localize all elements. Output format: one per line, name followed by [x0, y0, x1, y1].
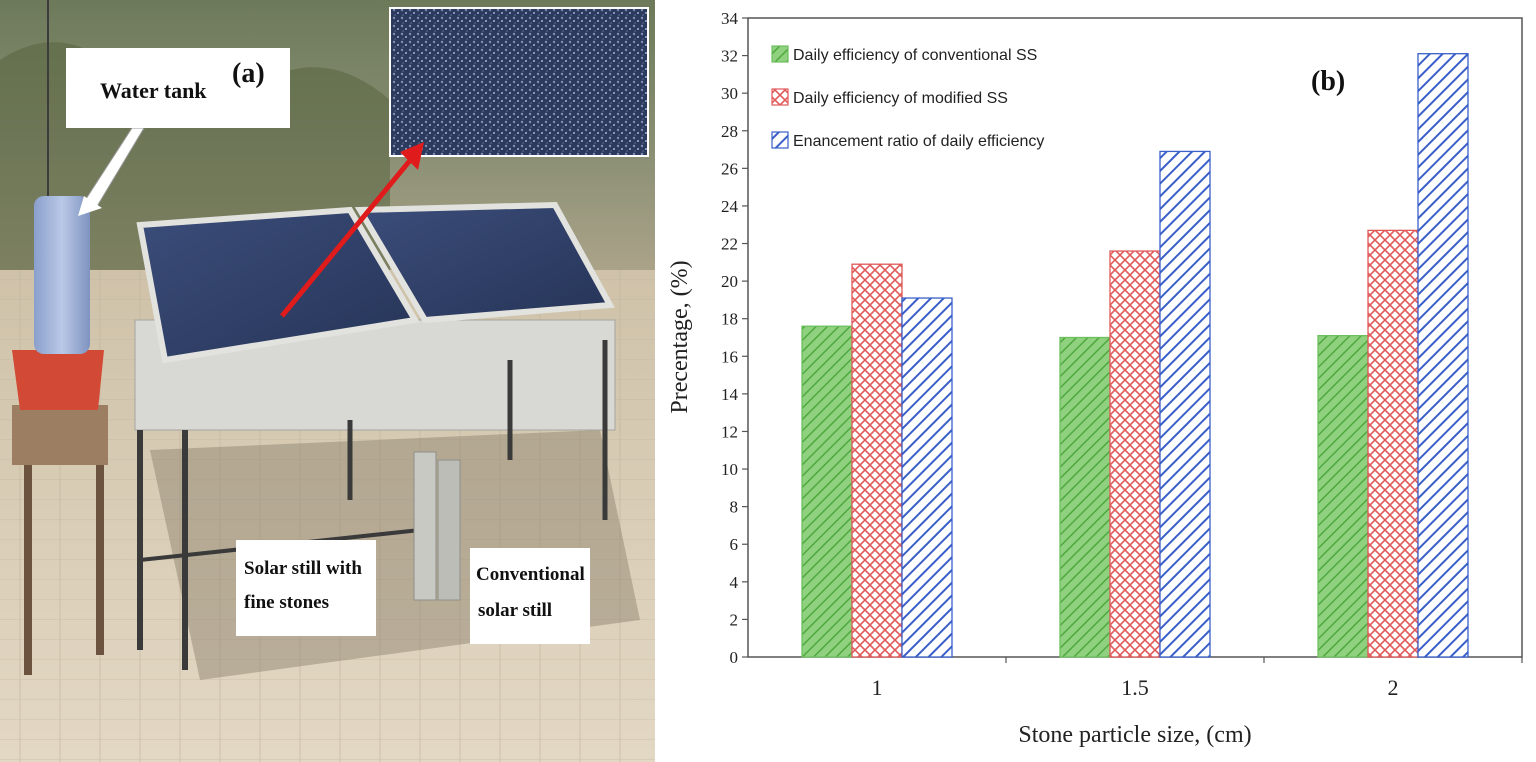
legend-swatch [771, 88, 789, 106]
x-tick-label: 1.5 [1121, 675, 1149, 700]
fine-stones-label-box [236, 540, 376, 636]
legend-swatch [771, 131, 789, 149]
legend: Daily efficiency of conventional SS Daily… [771, 45, 1044, 150]
y-tick-label: 6 [730, 535, 739, 554]
panel-b-label: (b) [1311, 66, 1345, 97]
conventional-label-line2: solar still [478, 600, 552, 621]
tank-stand-leg-right [96, 465, 104, 655]
distillate-bottle [437, 459, 461, 601]
y-tick-label: 28 [721, 122, 738, 141]
bar-crosshatch-2 [1367, 229, 1419, 658]
y-tick-label: 2 [730, 610, 739, 629]
y-tick-label: 10 [721, 460, 738, 479]
y-tick-label: 20 [721, 272, 738, 291]
bar-diagonal-2 [1317, 334, 1369, 658]
y-tick-label: 30 [721, 84, 738, 103]
y-tick-label: 22 [721, 235, 738, 254]
distillate-bottle [413, 451, 437, 601]
y-tick-label: 12 [721, 422, 738, 441]
legend-label: Enancement ratio of daily efficiency [793, 133, 1044, 150]
water-tank-body [34, 196, 90, 354]
white-arrow-head [78, 196, 102, 216]
red-arrow-head [400, 142, 424, 170]
x-axis: 1 1.5 2 [872, 657, 1523, 700]
y-tick-label: 18 [721, 310, 738, 329]
bars [801, 53, 1469, 658]
bar-diagonal-1 [801, 325, 853, 658]
stones-inset [389, 7, 649, 157]
fine-stones-label-line1: Solar still with [244, 558, 362, 579]
y-tick-label: 8 [730, 498, 739, 517]
y-tick-label: 26 [721, 159, 738, 178]
red-arrow-line [280, 156, 414, 318]
conventional-label-box [470, 548, 590, 644]
y-tick-label: 4 [730, 573, 739, 592]
y-axis-label: Precentage, (%) [667, 260, 693, 413]
tank-stand-top [12, 405, 108, 465]
fine-stones-label-line2: fine stones [244, 592, 329, 613]
y-tick-label: 32 [721, 47, 738, 66]
tank-basin [12, 350, 104, 410]
bar-stripes-1 [901, 297, 953, 658]
still-glass-fine-stones [136, 206, 420, 364]
conventional-label-line1: Conventional [476, 564, 585, 585]
photo-panel: Water tank (a) Solar still with fine sto… [0, 0, 655, 762]
legend-label: Daily efficiency of conventional SS [793, 47, 1037, 64]
still-glass-conventional [354, 201, 615, 324]
x-axis-label: Stone particle size, (cm) [1018, 722, 1251, 748]
water-tank-label: Water tank [100, 78, 207, 103]
bar-stripes-1.5 [1159, 150, 1211, 658]
y-tick-label: 34 [721, 9, 739, 28]
bar-crosshatch-1 [851, 263, 903, 658]
tank-stand-leg-left [24, 465, 32, 675]
bar-crosshatch-1.5 [1109, 250, 1161, 658]
legend-label: Daily efficiency of modified SS [793, 90, 1008, 107]
panel-a-label: (a) [232, 58, 265, 89]
y-tick-label: 24 [721, 197, 739, 216]
x-tick-label: 2 [1388, 675, 1399, 700]
legend-swatch [771, 45, 789, 63]
x-tick-label: 1 [872, 675, 883, 700]
bar-stripes-2 [1417, 53, 1469, 658]
bar-diagonal-1.5 [1059, 336, 1111, 658]
panel-a-label-box [224, 48, 290, 96]
y-tick-label: 0 [730, 648, 739, 667]
y-tick-label: 14 [721, 385, 739, 404]
y-tick-label: 16 [721, 347, 738, 366]
